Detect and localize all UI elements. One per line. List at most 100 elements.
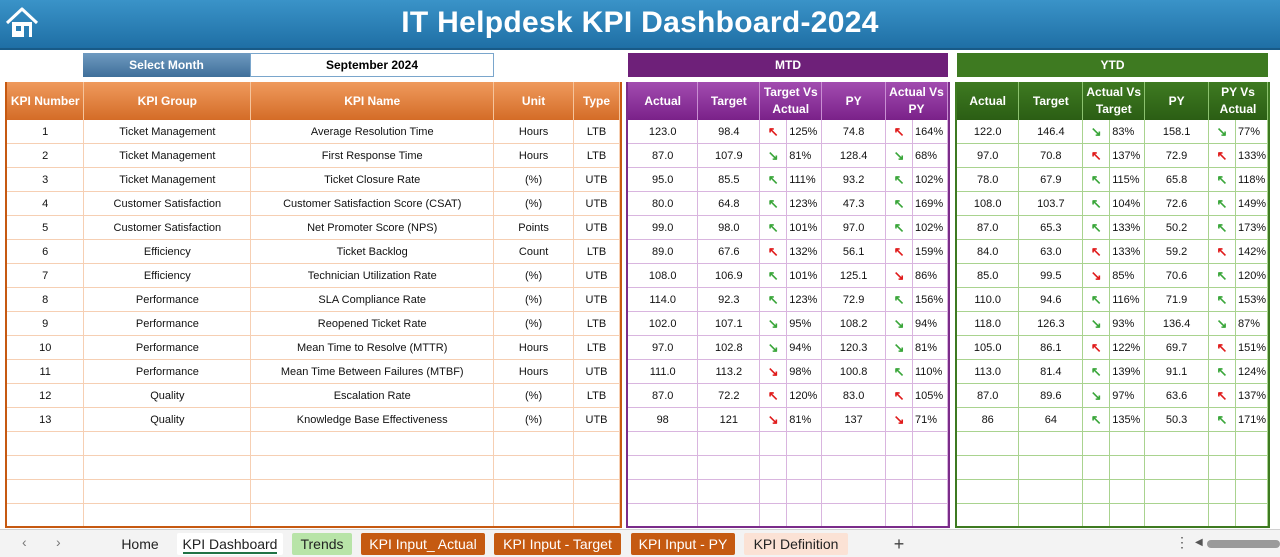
ytd-actual-cell[interactable]: 105.0: [957, 335, 1020, 360]
ytd-avt-arrow-cell[interactable]: ↖: [1082, 239, 1111, 264]
empty-cell[interactable]: [759, 431, 788, 456]
ytd-py-cell[interactable]: 72.9: [1144, 143, 1210, 168]
ytd-avt-cell[interactable]: 139%: [1109, 359, 1146, 384]
empty-cell[interactable]: [912, 503, 948, 526]
mtd-py-cell[interactable]: 72.9: [821, 287, 887, 312]
mtd-avp-cell[interactable]: 71%: [912, 407, 948, 432]
ytd-pva-cell[interactable]: 149%: [1235, 191, 1268, 216]
ytd-avt-arrow-cell[interactable]: ↘: [1082, 383, 1111, 408]
mtd-tva-arrow-cell[interactable]: ↖: [759, 167, 788, 192]
empty-cell[interactable]: [493, 503, 575, 526]
ytd-pva-arrow-cell[interactable]: ↖: [1208, 191, 1236, 216]
ytd-avt-cell[interactable]: 93%: [1109, 311, 1146, 336]
empty-cell[interactable]: [1082, 455, 1111, 480]
mtd-avp-cell[interactable]: 86%: [912, 263, 948, 288]
ytd-pva-cell[interactable]: 124%: [1235, 359, 1268, 384]
kpi-name-cell[interactable]: Net Promoter Score (NPS): [250, 215, 495, 240]
mtd-actual-cell[interactable]: 98: [628, 407, 699, 432]
mtd-actual-cell[interactable]: 95.0: [628, 167, 699, 192]
mtd-tva-cell[interactable]: 101%: [786, 263, 823, 288]
empty-cell[interactable]: [957, 455, 1020, 480]
mtd-avp-cell[interactable]: 156%: [912, 287, 948, 312]
type-cell[interactable]: UTB: [573, 359, 620, 384]
type-cell[interactable]: UTB: [573, 407, 620, 432]
ytd-target-cell[interactable]: 89.6: [1018, 383, 1084, 408]
mtd-tva-cell[interactable]: 111%: [786, 167, 823, 192]
empty-cell[interactable]: [1109, 479, 1146, 504]
kpi-name-cell[interactable]: Ticket Backlog: [250, 239, 495, 264]
mtd-avp-arrow-cell[interactable]: ↖: [885, 287, 913, 312]
ytd-actual-cell[interactable]: 87.0: [957, 215, 1020, 240]
ytd-pva-arrow-cell[interactable]: ↖: [1208, 263, 1236, 288]
scroll-left-icon[interactable]: ◀: [1195, 537, 1203, 548]
empty-cell[interactable]: [573, 479, 620, 504]
ytd-actual-cell[interactable]: 118.0: [957, 311, 1020, 336]
kpi-number-cell[interactable]: 12: [7, 383, 85, 408]
ytd-avt-cell[interactable]: 133%: [1109, 215, 1146, 240]
empty-cell[interactable]: [697, 431, 761, 456]
empty-cell[interactable]: [759, 455, 788, 480]
kpi-name-cell[interactable]: Technician Utilization Rate: [250, 263, 495, 288]
mtd-tva-arrow-cell[interactable]: ↘: [759, 359, 788, 384]
mtd-tva-arrow-cell[interactable]: ↖: [759, 383, 788, 408]
tab-kpi-definition[interactable]: KPI Definition: [744, 533, 848, 555]
mtd-avp-arrow-cell[interactable]: ↖: [885, 120, 913, 144]
mtd-tva-cell[interactable]: 81%: [786, 143, 823, 168]
tab-kpi-input-py[interactable]: KPI Input - PY: [631, 533, 735, 555]
kpi-name-cell[interactable]: Ticket Closure Rate: [250, 167, 495, 192]
kpi-group-cell[interactable]: Performance: [83, 311, 252, 336]
unit-cell[interactable]: (%): [493, 383, 575, 408]
type-cell[interactable]: LTB: [573, 335, 620, 360]
empty-cell[interactable]: [885, 479, 913, 504]
kpi-name-cell[interactable]: Customer Satisfaction Score (CSAT): [250, 191, 495, 216]
ytd-avt-cell[interactable]: 135%: [1109, 407, 1146, 432]
ytd-avt-arrow-cell[interactable]: ↘: [1082, 311, 1111, 336]
horizontal-scrollbar[interactable]: [1207, 540, 1280, 548]
empty-cell[interactable]: [821, 503, 887, 526]
ytd-target-cell[interactable]: 64: [1018, 407, 1084, 432]
empty-cell[interactable]: [697, 455, 761, 480]
kpi-group-cell[interactable]: Efficiency: [83, 239, 252, 264]
kpi-group-cell[interactable]: Quality: [83, 407, 252, 432]
ytd-pva-cell[interactable]: 173%: [1235, 215, 1268, 240]
kpi-number-cell[interactable]: 8: [7, 287, 85, 312]
empty-cell[interactable]: [83, 503, 252, 526]
mtd-avp-cell[interactable]: 110%: [912, 359, 948, 384]
ytd-py-cell[interactable]: 158.1: [1144, 120, 1210, 144]
mtd-target-cell[interactable]: 98.4: [697, 120, 761, 144]
ytd-pva-arrow-cell[interactable]: ↘: [1208, 120, 1236, 144]
add-sheet-button[interactable]: +: [893, 534, 905, 554]
empty-cell[interactable]: [83, 479, 252, 504]
mtd-py-cell[interactable]: 128.4: [821, 143, 887, 168]
mtd-avp-cell[interactable]: 102%: [912, 167, 948, 192]
ytd-actual-cell[interactable]: 84.0: [957, 239, 1020, 264]
ytd-py-cell[interactable]: 50.3: [1144, 407, 1210, 432]
kpi-number-cell[interactable]: 13: [7, 407, 85, 432]
empty-cell[interactable]: [1018, 455, 1084, 480]
mtd-py-cell[interactable]: 97.0: [821, 215, 887, 240]
ytd-actual-cell[interactable]: 87.0: [957, 383, 1020, 408]
empty-cell[interactable]: [1109, 455, 1146, 480]
mtd-tva-cell[interactable]: 81%: [786, 407, 823, 432]
mtd-tva-cell[interactable]: 123%: [786, 287, 823, 312]
mtd-tva-arrow-cell[interactable]: ↖: [759, 120, 788, 144]
tab-kpi-input-actual[interactable]: KPI Input_ Actual: [361, 533, 485, 555]
empty-cell[interactable]: [1018, 503, 1084, 526]
mtd-py-cell[interactable]: 74.8: [821, 120, 887, 144]
type-cell[interactable]: UTB: [573, 263, 620, 288]
mtd-py-cell[interactable]: 125.1: [821, 263, 887, 288]
empty-cell[interactable]: [1208, 455, 1236, 480]
mtd-actual-cell[interactable]: 114.0: [628, 287, 699, 312]
ytd-pva-arrow-cell[interactable]: ↖: [1208, 167, 1236, 192]
kpi-name-cell[interactable]: Knowledge Base Effectiveness: [250, 407, 495, 432]
mtd-actual-cell[interactable]: 87.0: [628, 383, 699, 408]
ytd-actual-cell[interactable]: 85.0: [957, 263, 1020, 288]
mtd-actual-cell[interactable]: 111.0: [628, 359, 699, 384]
ytd-py-cell[interactable]: 71.9: [1144, 287, 1210, 312]
mtd-avp-arrow-cell[interactable]: ↖: [885, 167, 913, 192]
empty-cell[interactable]: [957, 503, 1020, 526]
type-cell[interactable]: LTB: [573, 143, 620, 168]
type-cell[interactable]: LTB: [573, 239, 620, 264]
empty-cell[interactable]: [1144, 455, 1210, 480]
month-select[interactable]: September 2024: [250, 53, 494, 77]
